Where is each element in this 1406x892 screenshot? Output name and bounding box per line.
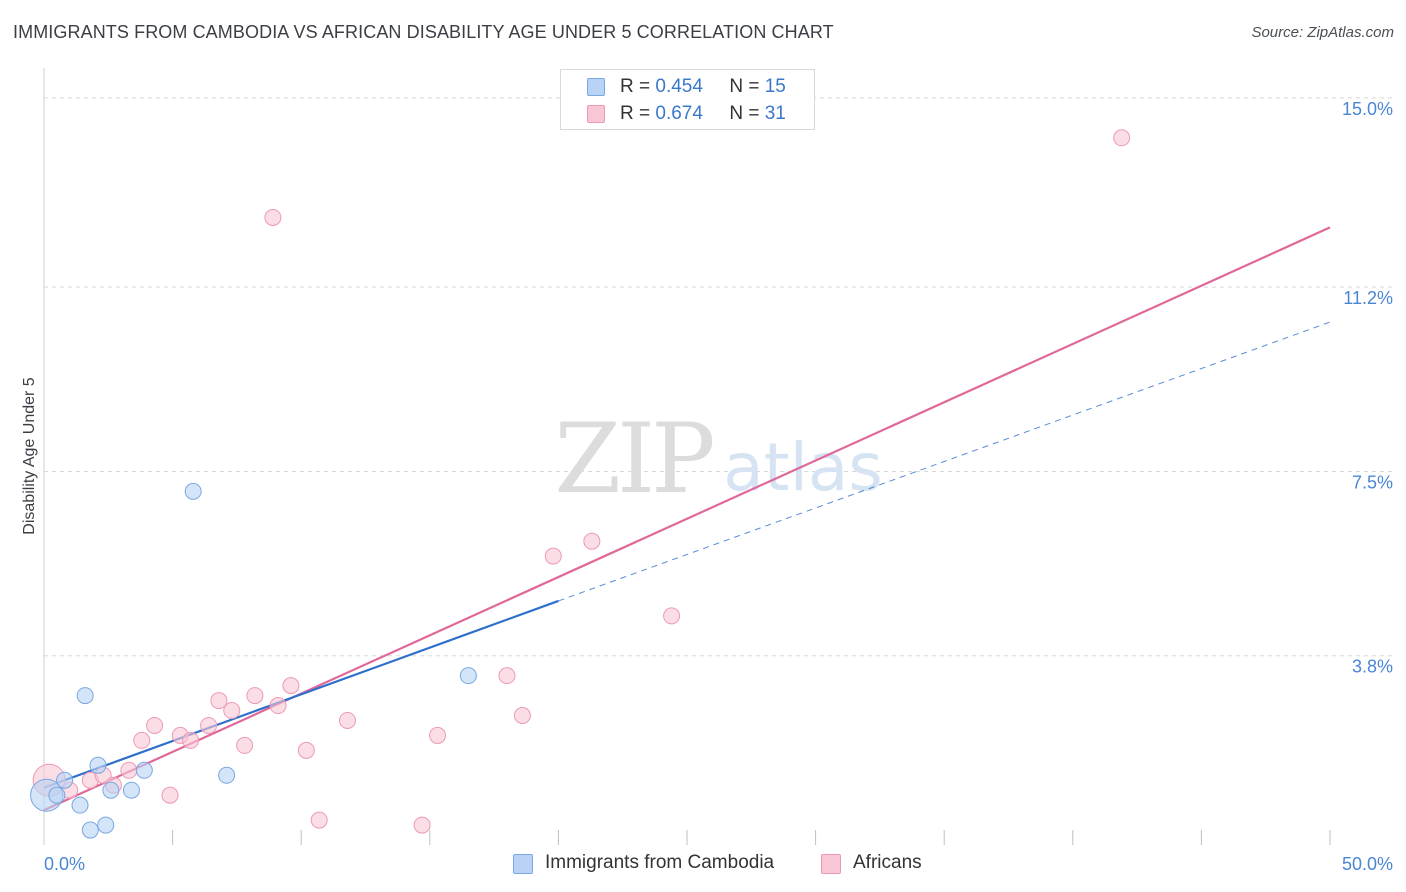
trend-line-cambodia-projection xyxy=(558,321,1331,602)
data-point-africans xyxy=(200,716,218,734)
data-point-cambodia xyxy=(56,771,74,789)
x-tick-label: 0.0% xyxy=(44,854,85,874)
data-point-africans xyxy=(429,726,447,744)
data-point-cambodia xyxy=(135,761,153,779)
legend-r-label: R = xyxy=(620,103,651,124)
data-point-africans xyxy=(297,741,315,759)
series-swatch-cambodia xyxy=(513,854,533,874)
data-point-africans xyxy=(269,697,287,715)
trend-line-africans xyxy=(43,226,1331,812)
data-point-africans xyxy=(146,716,164,734)
data-point-africans xyxy=(663,607,681,625)
data-point-africans xyxy=(338,711,356,729)
legend-r-value-africans: 0.674 xyxy=(655,103,703,124)
data-point-cambodia xyxy=(89,756,107,774)
legend-n-label: N = xyxy=(729,103,760,124)
y-tick-label: 7.5% xyxy=(1352,472,1393,492)
data-point-cambodia xyxy=(122,781,140,799)
legend-n-value-cambodia: 15 xyxy=(764,76,786,97)
grid-lines xyxy=(44,97,1392,657)
series-label-africans: Africans xyxy=(853,852,922,873)
data-point-africans xyxy=(513,707,531,725)
legend-swatch-cambodia xyxy=(587,78,605,96)
data-point-africans xyxy=(498,667,516,685)
tick-labels: 3.8% 7.5% 11.2% 15.0% 0.0% 50.0% xyxy=(44,99,1393,874)
data-point-africans xyxy=(120,761,138,779)
data-point-cambodia xyxy=(48,786,66,804)
legend-n-label: N = xyxy=(729,76,760,97)
legend-r-label: R = xyxy=(620,76,651,97)
data-point-cambodia xyxy=(459,667,477,685)
data-point-cambodia xyxy=(184,482,202,500)
data-point-africans xyxy=(133,731,151,749)
data-point-cambodia xyxy=(76,687,94,705)
trend-lines xyxy=(43,226,1331,812)
data-point-cambodia xyxy=(71,796,89,814)
data-point-africans xyxy=(1113,129,1131,147)
y-axis-label: Disability Age Under 5 xyxy=(21,377,38,535)
data-point-cambodia xyxy=(81,821,99,839)
legend-swatch-africans xyxy=(587,105,605,123)
data-point-africans xyxy=(413,816,431,834)
data-point-cambodia xyxy=(97,816,115,834)
y-tick-label: 3.8% xyxy=(1352,657,1393,677)
legend-n-value-africans: 31 xyxy=(764,103,786,124)
data-point-africans xyxy=(210,692,228,710)
watermark: ZIP atlas xyxy=(554,403,882,515)
data-point-africans xyxy=(264,208,282,226)
legend-r-value-cambodia: 0.454 xyxy=(655,76,703,97)
watermark-zip: ZIP xyxy=(554,403,713,515)
x-tick-label: 50.0% xyxy=(1342,854,1393,874)
y-tick-label: 11.2% xyxy=(1343,288,1393,308)
data-point-africans xyxy=(161,786,179,804)
source-attribution: Source: ZipAtlas.com xyxy=(1251,24,1394,41)
data-point-africans xyxy=(310,811,328,829)
chart-title: IMMIGRANTS FROM CAMBODIA VS AFRICAN DISA… xyxy=(13,22,834,42)
series-swatch-africans xyxy=(821,854,841,874)
trend-line-cambodia xyxy=(43,599,559,789)
y-tick-label: 15.0% xyxy=(1342,99,1393,119)
data-point-africans xyxy=(282,677,300,695)
series-label-cambodia: Immigrants from Cambodia xyxy=(545,852,775,873)
data-point-africans xyxy=(182,731,200,749)
data-point-africans xyxy=(246,687,264,705)
data-point-africans xyxy=(236,736,254,754)
data-point-africans xyxy=(583,532,601,550)
data-point-cambodia xyxy=(218,766,236,784)
data-points xyxy=(30,129,1131,839)
data-point-africans xyxy=(223,702,241,720)
data-point-cambodia xyxy=(102,781,120,799)
stats-legend: R = 0.454 N = 15 R = 0.674 N = 31 xyxy=(560,69,815,130)
axes xyxy=(43,68,1331,845)
data-point-africans xyxy=(544,547,562,565)
